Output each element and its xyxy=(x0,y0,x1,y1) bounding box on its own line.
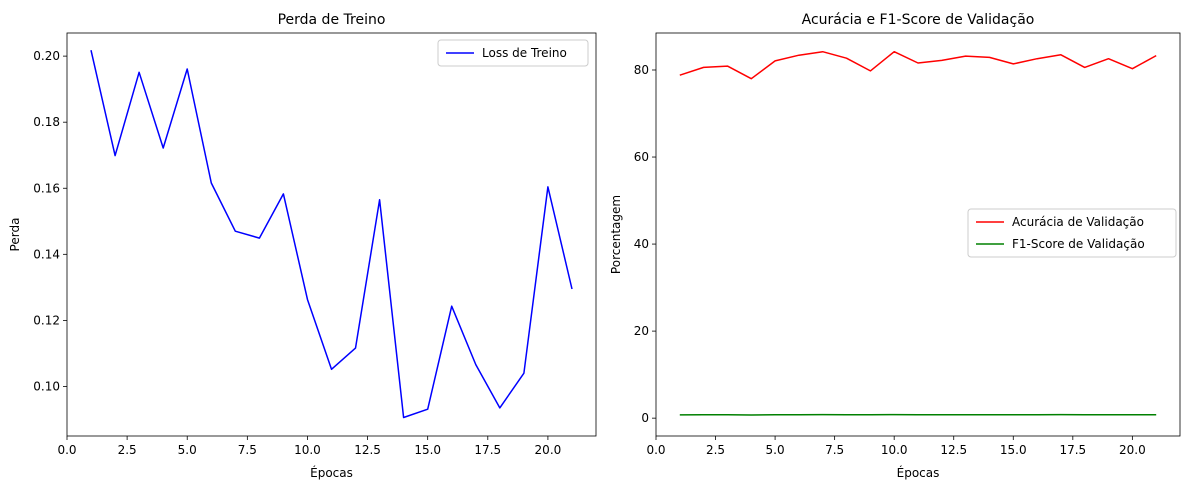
series-layer xyxy=(679,50,1157,416)
legend-label: Acurácia de Validação xyxy=(1012,215,1144,229)
y-tick-label: 60 xyxy=(634,150,649,164)
x-tick-label: 20.0 xyxy=(1119,443,1146,457)
series-line xyxy=(679,50,1157,80)
y-tick-label: 0.10 xyxy=(33,379,60,393)
legend: Loss de Treino xyxy=(437,39,589,67)
legend-box xyxy=(437,39,589,67)
y-tick-label: 80 xyxy=(634,63,649,77)
x-tick-label: 2.5 xyxy=(706,443,725,457)
y-tick-label: 0 xyxy=(641,411,649,425)
legend: Acurácia de Validação F1-Score de Validaç… xyxy=(967,208,1177,258)
x-tick-label: 10.0 xyxy=(294,443,321,457)
training-loss-chart: Perda de Treino 0.0 2.5 5.0 7.5 10.0 12.5 15.0… xyxy=(8,12,597,480)
y-axis-label: Porcentagem xyxy=(609,195,623,274)
x-tick-label: 17.5 xyxy=(474,443,501,457)
x-tick-label: 0.0 xyxy=(646,443,665,457)
x-tick-label: 5.0 xyxy=(766,443,785,457)
y-axis-label: Perda xyxy=(8,218,22,252)
x-tick-label: 5.0 xyxy=(178,443,197,457)
validation-metrics-chart: Acurácia e F1-Score de Validação 0.0 2.5 5… xyxy=(609,12,1181,480)
x-tick-label: 17.5 xyxy=(1059,443,1086,457)
y-tick-label: 0.14 xyxy=(33,247,60,261)
legend-label: Loss de Treino xyxy=(482,46,567,60)
tick-layer: 0.0 2.5 5.0 7.5 10.0 12.5 15.0 17.5 20.0 0 20 40 60 8… xyxy=(634,63,1146,457)
plot-frame xyxy=(655,32,1181,437)
plot-frame xyxy=(66,32,597,437)
x-tick-label: 7.5 xyxy=(238,443,257,457)
x-tick-label: 0.0 xyxy=(57,443,76,457)
x-tick-label: 15.0 xyxy=(1000,443,1027,457)
y-tick-label: 0.16 xyxy=(33,181,60,195)
x-tick-label: 10.0 xyxy=(881,443,908,457)
x-tick-label: 15.0 xyxy=(414,443,441,457)
x-axis-label: Épocas xyxy=(897,465,940,480)
x-tick-label: 12.5 xyxy=(940,443,967,457)
chart-title: Perda de Treino xyxy=(278,12,386,28)
legend-box xyxy=(967,208,1177,258)
x-tick-label: 2.5 xyxy=(118,443,137,457)
x-tick-label: 12.5 xyxy=(354,443,381,457)
y-tick-label: 20 xyxy=(634,324,649,338)
y-tick-label: 0.18 xyxy=(33,115,60,129)
series-layer xyxy=(90,50,573,419)
x-tick-label: 7.5 xyxy=(825,443,844,457)
legend-label: F1-Score de Validação xyxy=(1012,237,1145,251)
chart-title: Acurácia e F1-Score de Validação xyxy=(802,12,1035,28)
x-axis-label: Épocas xyxy=(310,465,353,480)
y-tick-label: 0.12 xyxy=(33,313,60,327)
series-line xyxy=(90,50,573,419)
y-tick-label: 40 xyxy=(634,237,649,251)
y-tick-label: 0.20 xyxy=(33,49,60,63)
x-tick-label: 20.0 xyxy=(535,443,562,457)
tick-layer: 0.0 2.5 5.0 7.5 10.0 12.5 15.0 17.5 20.0 0.10 0.12… xyxy=(33,49,561,457)
